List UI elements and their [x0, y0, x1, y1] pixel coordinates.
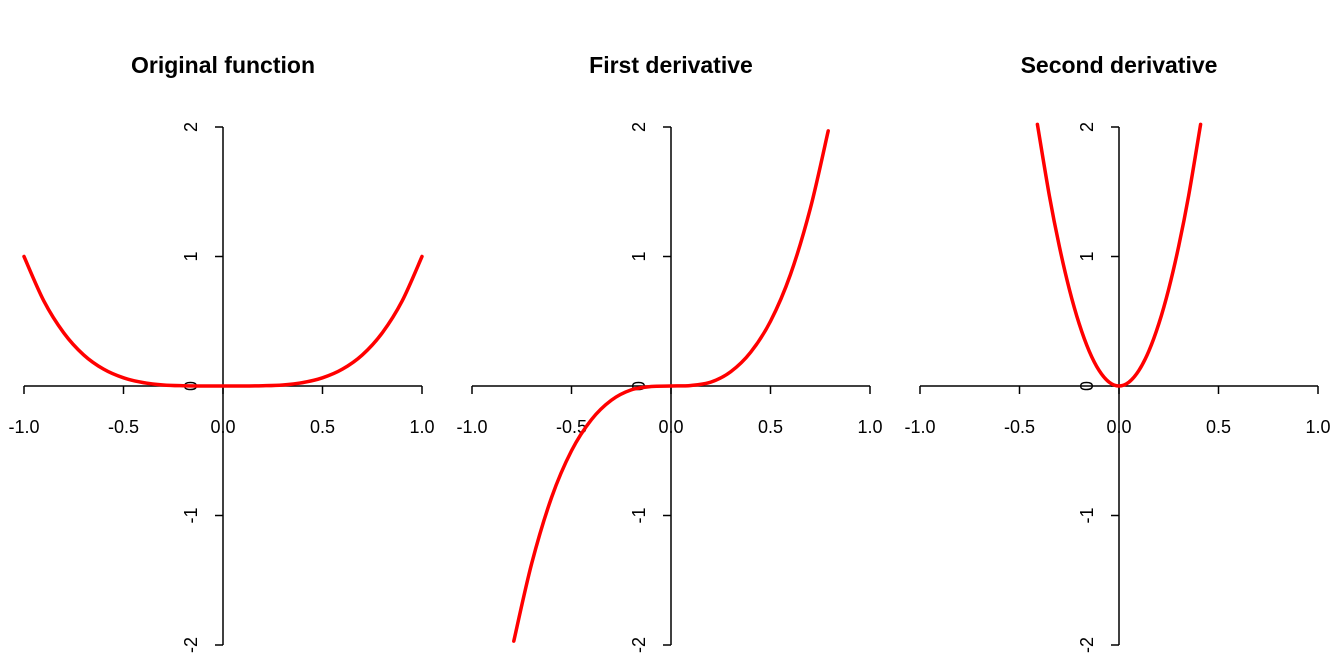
- x-tick-label: -1.0: [456, 417, 487, 437]
- series-line: [512, 129, 830, 643]
- y-tick-label: 2: [629, 122, 649, 132]
- marks: [1035, 122, 1203, 388]
- series-line: [22, 254, 424, 388]
- chart-title: Second derivative: [1021, 52, 1218, 78]
- x-tick-label: 1.0: [857, 417, 882, 437]
- y-tick-label: 0: [629, 381, 649, 391]
- marks: [22, 254, 424, 388]
- y-tick-label: -2: [1077, 637, 1097, 653]
- y-tick-label: 1: [181, 251, 201, 261]
- x-tick-label: -0.5: [108, 417, 139, 437]
- y-tick-label: -1: [1077, 507, 1097, 523]
- x-tick-label: 1.0: [1305, 417, 1330, 437]
- panel-second-derivative: Second derivative -1.0 -0.5 0.0 0.5 1.0-2-10…: [904, 52, 1330, 653]
- x-tick-label: -0.5: [556, 417, 587, 437]
- y-tick-label: -1: [181, 507, 201, 523]
- panel-first-derivative: First derivative -1.0 -0.5 0.0 0.5 1.0-2-101…: [456, 52, 882, 653]
- x-tick-label: 0.5: [1206, 417, 1231, 437]
- panel-original-function: Original function -1.0 -0.5 0.0 0.5 1.0-2-10…: [8, 52, 434, 653]
- y-tick-label: -1: [629, 507, 649, 523]
- x-tick-label: -1.0: [904, 417, 935, 437]
- y-tick-label: 1: [629, 251, 649, 261]
- marks: [512, 129, 830, 643]
- x-tick-label: -1.0: [8, 417, 39, 437]
- y-tick-label: -2: [181, 637, 201, 653]
- y-tick-label: 2: [181, 122, 201, 132]
- x-tick-label: 0.5: [758, 417, 783, 437]
- y-tick-label: -2: [629, 637, 649, 653]
- series-line: [1035, 122, 1203, 388]
- y-tick-label: 0: [1077, 381, 1097, 391]
- x-tick-label: 0.5: [310, 417, 335, 437]
- chart-title: Original function: [131, 52, 315, 78]
- x-tick-label: -0.5: [1004, 417, 1035, 437]
- x-tick-label: 1.0: [409, 417, 434, 437]
- y-tick-label: 2: [1077, 122, 1097, 132]
- y-tick-label: 1: [1077, 251, 1097, 261]
- chart-title: First derivative: [589, 52, 753, 78]
